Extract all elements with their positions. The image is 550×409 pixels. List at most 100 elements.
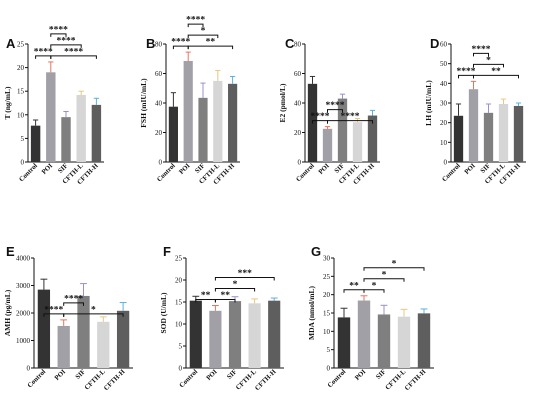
y-tick-label: 15 <box>17 88 25 96</box>
y-tick-label: 20 <box>440 119 448 127</box>
y-axis-label: T (ng/mL) <box>3 86 12 119</box>
x-tick-label: SIF <box>226 368 238 380</box>
x-tick-label: POI <box>205 368 219 382</box>
significance-bracket <box>473 52 489 57</box>
y-tick-label: 60 <box>294 70 302 78</box>
y-axis-label: AMH (pg/mL) <box>3 289 12 336</box>
bar-cfth-h <box>513 105 524 162</box>
bar-cfth-l <box>498 103 509 162</box>
bar-control <box>37 289 51 368</box>
significance-bracket <box>63 313 124 317</box>
significance-label: *** <box>238 269 253 279</box>
bar-poi <box>57 325 70 368</box>
y-axis-label: LH (mIU/mL) <box>424 80 433 126</box>
y-tick-label: 20 <box>175 277 183 285</box>
bar-cfth-l <box>213 80 223 162</box>
significance-bracket <box>187 45 234 50</box>
bar-control <box>453 115 464 162</box>
y-tick-label: 0 <box>298 159 302 167</box>
x-tick-label: SIF <box>74 368 86 380</box>
significance-label: ** <box>206 38 216 48</box>
y-axis-label: MDA (nmol/mL) <box>307 286 316 340</box>
y-tick-label: 30 <box>323 255 331 263</box>
panel-label: A <box>6 36 16 51</box>
significance-label: **** <box>186 16 205 26</box>
y-tick-label: 0 <box>179 365 183 373</box>
significance-label: * <box>382 270 387 280</box>
y-tick-label: 40 <box>294 100 302 108</box>
bar-cfth-l <box>248 303 261 368</box>
significance-label: **** <box>57 36 76 46</box>
significance-bracket <box>214 299 236 303</box>
significance-bracket <box>473 63 504 68</box>
bar-control <box>337 317 351 368</box>
y-tick-label: 20 <box>323 291 331 299</box>
y-tick-label: 4000 <box>16 255 31 263</box>
x-tick-label: SIF <box>57 162 69 174</box>
bar-control <box>30 125 41 162</box>
panel-label: E <box>6 244 15 259</box>
significance-bracket <box>187 34 219 39</box>
x-tick-label: POI <box>178 162 192 176</box>
bar-cfth-l <box>352 122 363 162</box>
y-tick-label: 60 <box>155 70 163 78</box>
bar-poi <box>46 72 56 162</box>
bar-cfth-h <box>367 115 378 162</box>
bar-cfth-h <box>268 300 281 368</box>
bar-control <box>168 106 178 162</box>
x-tick-label: POI <box>54 368 68 382</box>
bar-cfth-l <box>97 321 110 368</box>
significance-bracket <box>50 33 67 37</box>
x-tick-label: SIF <box>375 368 387 380</box>
significance-label: * <box>233 280 238 290</box>
y-tick-label: 0 <box>327 365 331 373</box>
bar-control <box>189 300 202 368</box>
y-tick-label: 25 <box>175 255 183 263</box>
significance-label: **** <box>341 112 360 122</box>
y-tick-label: 60 <box>440 41 448 49</box>
y-tick-label: 10 <box>323 328 331 336</box>
significance-label: ** <box>349 281 359 291</box>
significance-label: * <box>392 259 397 269</box>
x-tick-label: CFTH-H <box>404 368 428 392</box>
significance-bracket <box>327 109 343 113</box>
y-axis-label: FSH (mIU/mL) <box>139 78 148 128</box>
y-tick-label: 15 <box>175 299 183 307</box>
bar-sif <box>198 97 208 162</box>
significance-label: **** <box>44 305 63 315</box>
y-axis-label: E2 (pmol/L) <box>278 83 287 122</box>
y-tick-label: 10 <box>440 139 448 147</box>
x-tick-label: POI <box>354 368 368 382</box>
significance-label: * <box>91 305 96 315</box>
bar-poi <box>357 300 371 368</box>
y-tick-label: 50 <box>440 60 448 68</box>
significance-label: **** <box>457 67 476 77</box>
x-tick-label: POI <box>41 162 55 176</box>
significance-label: ** <box>220 291 230 301</box>
x-tick-label: CFTH-H <box>254 368 278 392</box>
significance-bracket <box>214 288 256 292</box>
y-tick-label: 30 <box>440 100 448 108</box>
bar-sif <box>377 314 391 368</box>
bar-poi <box>322 128 333 162</box>
x-tick-label: POI <box>317 162 331 176</box>
y-tick-label: 5 <box>21 135 25 143</box>
bar-cfth-h <box>417 313 431 368</box>
significance-bracket <box>50 44 82 48</box>
y-tick-label: 0 <box>159 159 163 167</box>
significance-label: **** <box>64 47 83 57</box>
significance-label: ** <box>491 67 501 77</box>
bar-cfth-h <box>91 104 102 162</box>
significance-bracket <box>363 267 425 271</box>
significance-label: **** <box>64 294 83 304</box>
panel-label: B <box>146 36 155 51</box>
panel-label: C <box>285 36 295 51</box>
significance-label: **** <box>171 38 190 48</box>
